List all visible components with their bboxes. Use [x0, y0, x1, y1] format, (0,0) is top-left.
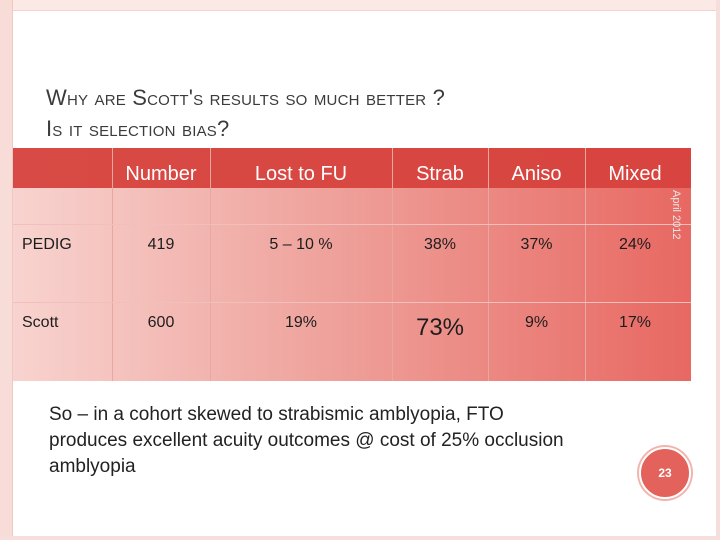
cell-scott-lost: 19% — [284, 314, 318, 331]
header-strab: Strab — [416, 163, 464, 185]
slide-frame-left-line — [12, 0, 13, 540]
header-aniso: Aniso — [511, 163, 562, 185]
row-divider — [13, 302, 691, 303]
header-mixed: Mixed — [608, 163, 662, 185]
page-number: 23 — [658, 466, 672, 480]
header-number: Number — [125, 163, 197, 185]
cell-pedig-strab: 38% — [423, 236, 457, 253]
slide-frame-top — [0, 0, 720, 10]
slide-frame-left — [0, 0, 12, 540]
cell-pedig-mixed: 24% — [618, 236, 652, 253]
slide-title: Why are Scott's results so much better ?… — [46, 82, 686, 144]
slide-frame-top-line — [0, 10, 720, 11]
cell-scott-aniso: 9% — [524, 314, 549, 331]
column-divider — [488, 148, 489, 381]
cell-pedig-number: 419 — [147, 236, 175, 253]
header-lost-to-fu: Lost to FU — [254, 163, 348, 185]
row-divider — [13, 224, 691, 225]
slide-frame-right — [716, 0, 720, 540]
summary-note: So – in a cohort skewed to strabismic am… — [49, 404, 564, 477]
cell-scott-mixed: 17% — [618, 314, 652, 331]
title-line-1: Why are Scott's results so much better ? — [46, 85, 446, 110]
column-divider — [585, 148, 586, 381]
cell-pedig-lost: 5 – 10 % — [269, 236, 333, 253]
cell-scott-strab: 73% — [415, 314, 465, 341]
slide-frame-bottom — [0, 536, 720, 540]
column-divider — [392, 148, 393, 381]
title-line-2: Is it selection bias? — [46, 116, 230, 141]
cell-pedig-aniso: 37% — [520, 236, 553, 253]
table-header-band — [13, 148, 691, 188]
column-divider — [210, 148, 211, 381]
row-label-scott: Scott — [22, 314, 59, 331]
column-divider — [112, 148, 113, 381]
page-number-badge: 23 — [639, 447, 691, 499]
row-label-pedig: PEDIG — [22, 236, 72, 253]
cell-scott-number: 600 — [147, 314, 175, 331]
slide-date: April 2012 — [670, 190, 682, 240]
